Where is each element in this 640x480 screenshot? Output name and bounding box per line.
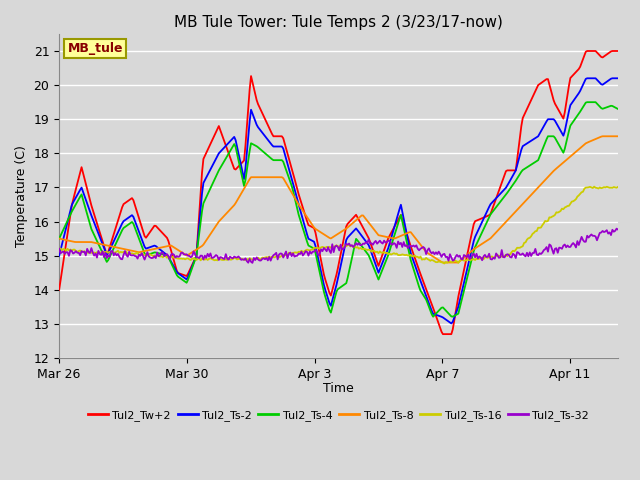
- Title: MB Tule Tower: Tule Temps 2 (3/23/17-now): MB Tule Tower: Tule Temps 2 (3/23/17-now…: [174, 15, 503, 30]
- Y-axis label: Temperature (C): Temperature (C): [15, 145, 28, 247]
- Legend: Tul2_Tw+2, Tul2_Ts-2, Tul2_Ts-4, Tul2_Ts-8, Tul2_Ts-16, Tul2_Ts-32: Tul2_Tw+2, Tul2_Ts-2, Tul2_Ts-4, Tul2_Ts…: [84, 406, 593, 425]
- X-axis label: Time: Time: [323, 382, 354, 395]
- Text: MB_tule: MB_tule: [68, 42, 123, 55]
